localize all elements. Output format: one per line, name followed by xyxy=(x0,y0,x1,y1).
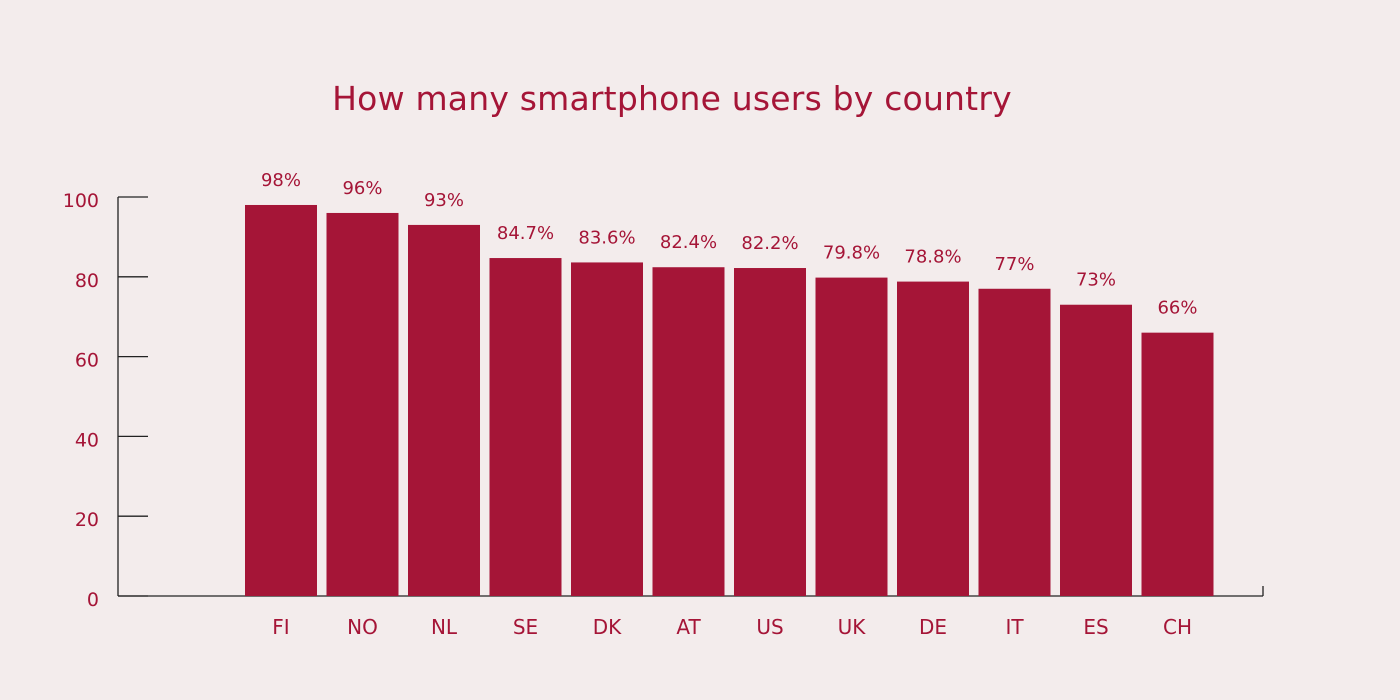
bar-ch xyxy=(1141,332,1214,596)
data-label-no: 96% xyxy=(342,178,382,199)
x-tick-label-at: AT xyxy=(676,615,701,639)
y-tick-label: 20 xyxy=(75,509,99,531)
data-label-es: 73% xyxy=(1076,270,1116,291)
data-label-nl: 93% xyxy=(424,190,464,211)
y-tick-label: 100 xyxy=(63,190,99,212)
bar-fi xyxy=(245,204,317,597)
x-tick-label-dk: DK xyxy=(593,615,622,639)
bar-es xyxy=(1060,304,1132,596)
x-tick-label-it: IT xyxy=(1005,615,1024,639)
data-label-it: 77% xyxy=(994,254,1034,275)
data-label-dk: 83.6% xyxy=(578,227,635,248)
bar-uk xyxy=(815,277,888,596)
x-tick-label-no: NO xyxy=(347,615,378,639)
bar-at xyxy=(652,267,725,596)
x-tick-label-uk: UK xyxy=(838,615,867,639)
bar-no xyxy=(326,212,399,596)
chart-title: How many smartphone users by country xyxy=(332,79,1012,118)
x-tick-label-nl: NL xyxy=(431,615,458,639)
y-ticks: 0 20 40 60 80 100 xyxy=(63,190,148,611)
x-tick-label-fi: FI xyxy=(272,615,289,639)
bar-nl xyxy=(408,224,480,596)
data-label-us: 82.2% xyxy=(741,233,798,254)
y-tick-label: 60 xyxy=(75,350,99,372)
data-label-de: 78.8% xyxy=(904,247,961,268)
data-label-se: 84.7% xyxy=(497,223,554,244)
y-tick-label: 40 xyxy=(75,429,99,451)
bar-it xyxy=(978,288,1051,596)
x-tick-label-us: US xyxy=(756,615,783,639)
bar-de xyxy=(897,281,969,596)
data-label-at: 82.4% xyxy=(660,232,717,253)
bar-dk xyxy=(571,262,643,596)
data-label-ch: 66% xyxy=(1157,298,1197,319)
bars xyxy=(245,204,1214,597)
category-labels: FI NO NL SE DK AT US UK DE IT ES CH xyxy=(272,615,1192,639)
data-label-uk: 79.8% xyxy=(823,243,880,264)
x-tick-label-de: DE xyxy=(919,615,947,639)
bar-se xyxy=(489,258,562,596)
y-tick-label: 80 xyxy=(75,270,99,292)
data-label-fi: 98% xyxy=(261,170,301,191)
data-labels: 98% 96% 93% 84.7% 83.6% 82.4% 82.2% 79.8% 78.8% 7… xyxy=(261,170,1198,319)
x-tick-label-ch: CH xyxy=(1163,615,1192,639)
y-tick-label: 0 xyxy=(87,589,99,611)
bar-us xyxy=(734,268,806,596)
x-tick-label-es: ES xyxy=(1083,615,1108,639)
x-tick-label-se: SE xyxy=(513,615,538,639)
